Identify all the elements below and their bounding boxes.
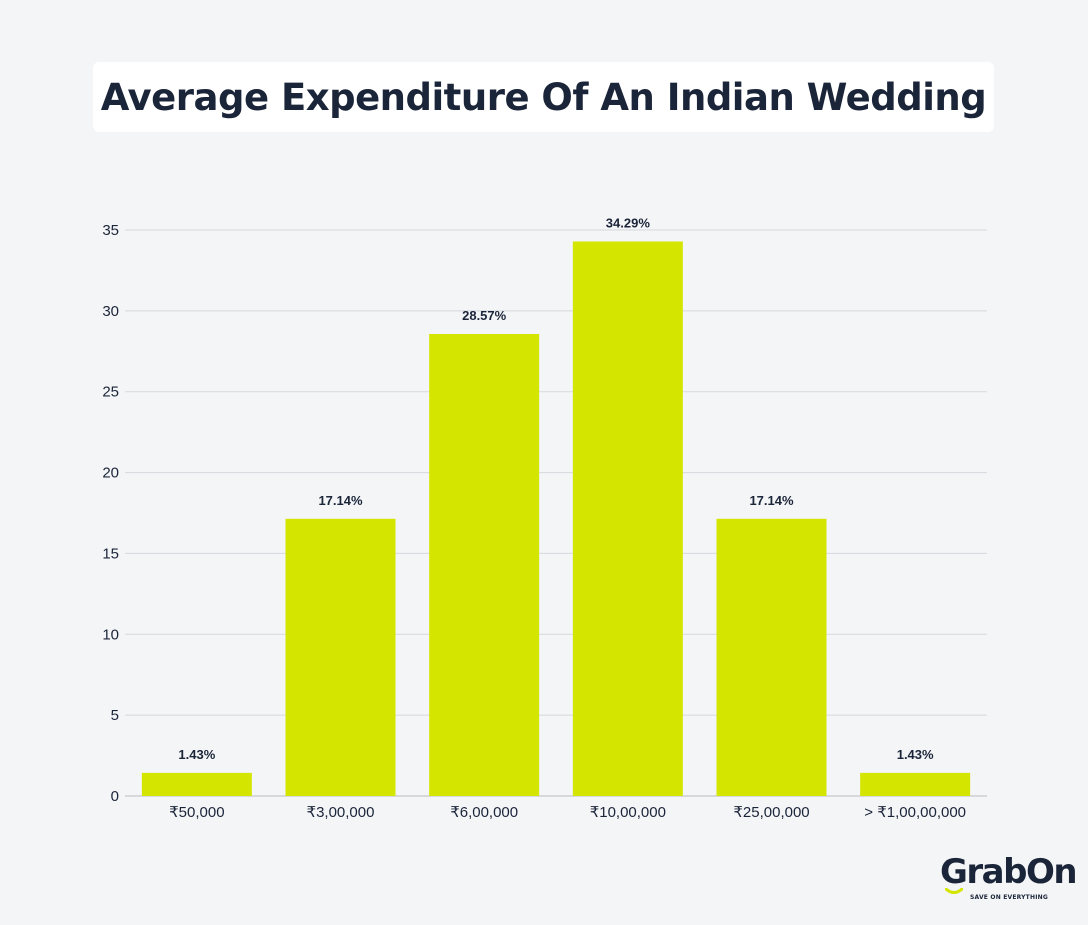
data-label: 1.43% (897, 747, 934, 762)
x-tick-label: ₹10,00,000 (590, 804, 666, 821)
x-tick-label: ₹25,00,000 (733, 804, 809, 821)
y-tick-label: 20 (102, 465, 119, 482)
y-tick-label: 10 (102, 626, 119, 643)
x-tick-label: ₹50,000 (169, 804, 224, 821)
y-tick-label: 35 (102, 222, 119, 239)
bar (716, 518, 827, 796)
logo-tagline: SAVE ON EVERYTHING (970, 894, 1048, 901)
logo-smile-icon (945, 888, 963, 894)
x-tick-label: ₹3,00,000 (307, 804, 375, 821)
y-tick-label: 25 (102, 384, 119, 401)
y-tick-label: 30 (102, 303, 119, 320)
data-label: 28.57% (462, 308, 507, 323)
bar (860, 772, 971, 796)
chart-title: Average Expenditure Of An Indian Wedding (100, 75, 987, 119)
bar (572, 241, 683, 797)
x-tick-label: ₹6,00,000 (450, 804, 518, 821)
logo-wordmark: GrabOn (940, 852, 1078, 892)
bar (285, 518, 396, 796)
grabon-logo: GrabOn SAVE ON EVERYTHING (938, 852, 1078, 904)
x-tick-label: > ₹1,00,00,000 (864, 804, 966, 821)
y-tick-label: 0 (111, 788, 119, 805)
y-tick-label: 15 (102, 545, 119, 562)
data-label: 1.43% (178, 747, 215, 762)
bar (141, 772, 252, 796)
data-label: 34.29% (606, 215, 651, 230)
title-card: Average Expenditure Of An Indian Wedding (93, 62, 994, 132)
bar (429, 333, 540, 796)
data-label: 17.14% (318, 493, 363, 508)
y-tick-label: 5 (111, 707, 119, 724)
data-label: 17.14% (749, 493, 794, 508)
